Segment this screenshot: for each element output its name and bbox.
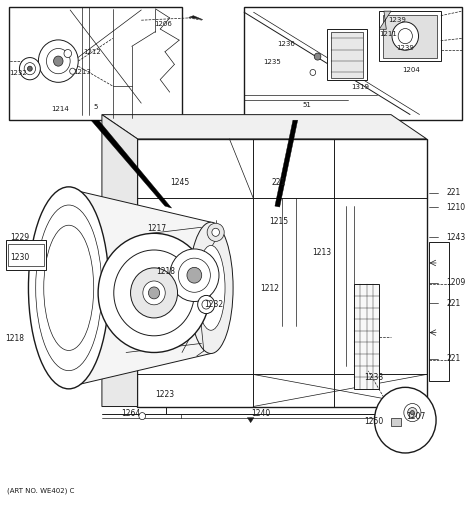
Text: 1204: 1204 xyxy=(402,67,419,73)
Bar xyxy=(354,284,379,389)
Bar xyxy=(379,11,441,61)
Text: 1213: 1213 xyxy=(73,69,91,75)
Circle shape xyxy=(46,48,70,74)
Circle shape xyxy=(398,28,412,44)
Circle shape xyxy=(64,49,72,58)
Text: 1218: 1218 xyxy=(5,334,24,343)
Bar xyxy=(429,242,449,381)
Text: 1212: 1212 xyxy=(83,48,100,55)
Circle shape xyxy=(408,408,417,418)
Circle shape xyxy=(310,69,316,75)
Circle shape xyxy=(148,287,160,299)
Circle shape xyxy=(178,258,210,292)
Text: (ART NO. WE402) C: (ART NO. WE402) C xyxy=(7,487,74,494)
Text: 1243: 1243 xyxy=(447,233,466,242)
Text: 1229: 1229 xyxy=(10,233,29,242)
Circle shape xyxy=(114,250,194,336)
Polygon shape xyxy=(102,115,137,407)
Text: 1223: 1223 xyxy=(155,390,174,399)
Circle shape xyxy=(212,228,219,236)
Circle shape xyxy=(207,223,224,241)
Text: 1236: 1236 xyxy=(277,41,295,47)
Circle shape xyxy=(170,249,219,301)
Circle shape xyxy=(98,233,210,352)
Circle shape xyxy=(54,56,63,66)
Text: 1319: 1319 xyxy=(351,84,369,90)
Text: 1250: 1250 xyxy=(364,417,383,426)
Polygon shape xyxy=(102,115,427,139)
Circle shape xyxy=(198,295,215,314)
Circle shape xyxy=(70,68,75,74)
Text: 1214: 1214 xyxy=(51,106,69,112)
Text: 1207: 1207 xyxy=(407,412,426,421)
Circle shape xyxy=(374,387,436,453)
Circle shape xyxy=(24,63,36,75)
Circle shape xyxy=(187,267,202,283)
Polygon shape xyxy=(69,189,211,387)
Bar xyxy=(391,418,401,426)
Polygon shape xyxy=(379,11,391,29)
Text: 221: 221 xyxy=(271,178,285,187)
Text: 221: 221 xyxy=(447,298,461,308)
Text: 1211: 1211 xyxy=(379,31,397,37)
Text: 1235: 1235 xyxy=(263,59,281,65)
Circle shape xyxy=(38,40,78,82)
Text: 221: 221 xyxy=(447,188,461,197)
Circle shape xyxy=(404,403,421,422)
Text: 1264: 1264 xyxy=(121,409,140,418)
Text: 1232: 1232 xyxy=(9,70,27,76)
Text: 1210: 1210 xyxy=(447,203,465,212)
Bar xyxy=(244,7,462,120)
Text: 5: 5 xyxy=(94,104,98,110)
Text: 1209: 1209 xyxy=(447,278,466,287)
Text: 1215: 1215 xyxy=(269,217,288,226)
Bar xyxy=(331,31,363,78)
Bar xyxy=(9,7,182,120)
Text: 1232: 1232 xyxy=(204,299,223,309)
Ellipse shape xyxy=(189,222,233,354)
Bar xyxy=(6,240,46,270)
Text: 1213: 1213 xyxy=(312,248,331,257)
Circle shape xyxy=(314,53,321,60)
Bar xyxy=(383,15,437,58)
Polygon shape xyxy=(189,16,203,20)
Text: 1206: 1206 xyxy=(154,21,172,27)
Text: 1239: 1239 xyxy=(389,17,407,23)
Text: 1245: 1245 xyxy=(171,178,190,187)
Text: 1212: 1212 xyxy=(260,284,279,293)
Polygon shape xyxy=(275,120,298,207)
Bar xyxy=(137,139,427,407)
Text: 1217: 1217 xyxy=(147,224,166,233)
Circle shape xyxy=(130,268,178,318)
Circle shape xyxy=(27,66,32,71)
Text: 51: 51 xyxy=(302,102,311,108)
Text: 1233: 1233 xyxy=(364,373,383,382)
Circle shape xyxy=(410,411,414,415)
Ellipse shape xyxy=(28,187,109,389)
Text: 1230: 1230 xyxy=(10,253,30,262)
Bar xyxy=(327,29,367,80)
Circle shape xyxy=(139,413,146,420)
Text: 221: 221 xyxy=(447,354,461,363)
Text: 1240: 1240 xyxy=(251,409,271,418)
Text: 1239: 1239 xyxy=(396,45,414,51)
Circle shape xyxy=(143,281,165,305)
Ellipse shape xyxy=(197,245,225,330)
Circle shape xyxy=(19,58,40,80)
Circle shape xyxy=(392,22,419,50)
Polygon shape xyxy=(91,120,172,208)
Polygon shape xyxy=(247,418,254,423)
Text: 1218: 1218 xyxy=(156,267,175,276)
Bar xyxy=(8,244,44,266)
Circle shape xyxy=(202,300,210,309)
